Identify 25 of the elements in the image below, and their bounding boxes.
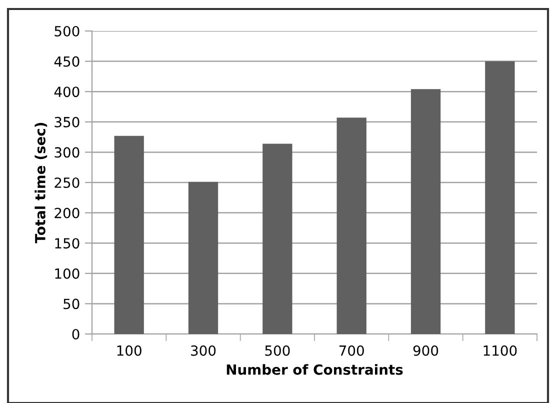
y-tick-label: 400	[54, 86, 80, 98]
bar	[262, 144, 292, 334]
x-tick-label: 100	[117, 345, 142, 356]
y-tick-label: 50	[64, 298, 80, 310]
x-tick-label: 300	[191, 345, 216, 356]
x-tick-label: 1100	[484, 345, 517, 356]
x-axis-title: Number of Constraints	[226, 364, 403, 375]
bar	[188, 182, 218, 334]
x-tick-label: 900	[413, 345, 438, 356]
bar	[336, 118, 366, 334]
y-tick-label: 300	[54, 147, 80, 158]
y-axis-title: Total time (sec)	[34, 122, 48, 244]
y-tick-label: 200	[54, 208, 80, 218]
y-tick-label: 0	[72, 328, 80, 340]
bar	[114, 136, 144, 334]
y-tick-label: 150	[55, 238, 80, 249]
y-tick-label: 100	[55, 268, 80, 279]
bar	[410, 89, 441, 334]
y-tick-label: 250	[54, 177, 80, 188]
x-tick-label: 500	[265, 345, 290, 356]
y-tick-label: 350	[54, 116, 80, 128]
bar	[485, 61, 515, 334]
y-tick-label: 450	[54, 56, 80, 67]
x-tick-label: 700	[339, 345, 364, 356]
y-tick-label: 500	[54, 26, 80, 36]
